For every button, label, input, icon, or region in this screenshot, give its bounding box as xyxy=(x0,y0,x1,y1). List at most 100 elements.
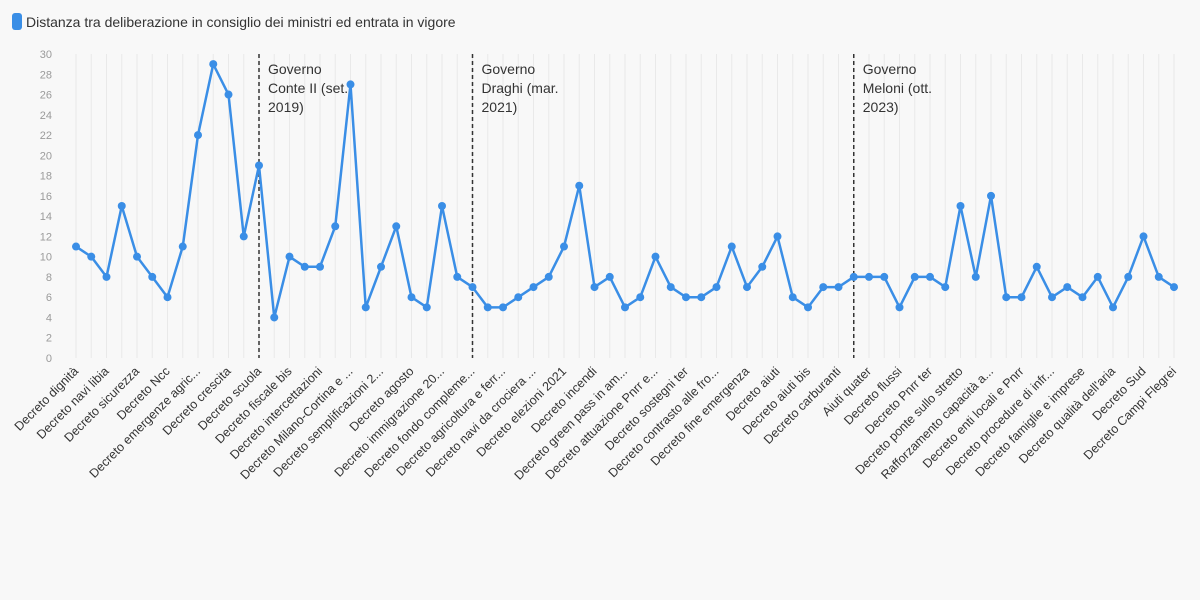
legend-swatch xyxy=(12,13,22,30)
y-tick-label: 8 xyxy=(46,272,52,284)
data-point xyxy=(468,283,477,292)
data-point xyxy=(255,161,263,170)
annotation-label: Governo xyxy=(268,61,322,77)
data-point xyxy=(788,293,797,302)
data-point xyxy=(529,283,538,292)
annotation-label: Meloni (ott. xyxy=(863,80,932,96)
data-point xyxy=(178,242,187,251)
data-point xyxy=(1002,293,1011,302)
data-point xyxy=(880,272,889,281)
y-tick-label: 4 xyxy=(46,312,52,324)
data-point xyxy=(621,303,629,312)
data-point xyxy=(758,262,767,271)
data-point xyxy=(316,262,324,271)
y-tick-label: 22 xyxy=(40,130,52,142)
data-point xyxy=(499,303,507,312)
data-point xyxy=(1017,293,1026,302)
y-tick-label: 14 xyxy=(40,211,52,223)
y-tick-label: 28 xyxy=(40,69,52,81)
data-point xyxy=(773,232,782,241)
data-point xyxy=(575,181,584,190)
data-point xyxy=(1048,293,1056,302)
legend-label: Distanza tra deliberazione in consiglio … xyxy=(26,13,456,30)
annotation-label: 2023) xyxy=(863,99,899,115)
data-point xyxy=(453,272,462,281)
data-point xyxy=(849,272,858,281)
data-point xyxy=(987,191,995,200)
data-point xyxy=(743,283,751,292)
data-point xyxy=(727,242,736,251)
annotation-label: Conte II (set. xyxy=(268,80,348,96)
data-point xyxy=(941,283,950,292)
data-point xyxy=(560,242,568,251)
chart-legend: Distanza tra deliberazione in consiglio … xyxy=(12,13,456,30)
data-point xyxy=(438,202,446,210)
data-point xyxy=(407,293,416,302)
data-point xyxy=(1154,272,1163,281)
data-point xyxy=(72,242,80,251)
data-point xyxy=(544,272,553,281)
annotation-label: Governo xyxy=(863,61,917,77)
data-point xyxy=(804,303,812,312)
data-point xyxy=(651,252,660,261)
data-point xyxy=(87,252,96,261)
data-point xyxy=(102,272,111,281)
data-point xyxy=(605,272,614,281)
data-point xyxy=(834,283,843,292)
data-point xyxy=(239,232,248,241)
data-point xyxy=(194,131,202,140)
y-tick-label: 30 xyxy=(40,49,52,61)
data-point xyxy=(300,262,309,271)
data-point xyxy=(148,272,157,281)
data-point xyxy=(163,293,172,302)
data-point xyxy=(361,303,370,312)
annotation-label: Governo xyxy=(482,61,536,77)
y-tick-label: 26 xyxy=(40,90,52,102)
data-point xyxy=(712,283,721,292)
data-point xyxy=(331,222,340,231)
data-point xyxy=(819,283,828,292)
data-point xyxy=(895,303,904,312)
data-point xyxy=(666,283,675,292)
data-point xyxy=(377,262,385,271)
data-point xyxy=(1109,303,1117,312)
data-point xyxy=(1063,283,1072,292)
y-tick-label: 18 xyxy=(40,171,52,183)
data-point xyxy=(483,303,492,312)
data-point xyxy=(1093,272,1102,281)
data-point xyxy=(117,202,126,210)
y-tick-label: 0 xyxy=(46,353,52,365)
y-tick-label: 2 xyxy=(46,333,52,345)
data-point xyxy=(1170,283,1178,292)
y-tick-label: 10 xyxy=(40,252,52,264)
data-point xyxy=(971,272,980,281)
data-point xyxy=(1124,272,1133,281)
y-tick-label: 16 xyxy=(40,191,52,203)
y-tick-label: 6 xyxy=(46,292,52,304)
data-point xyxy=(1078,293,1087,302)
data-point xyxy=(697,293,706,302)
data-point xyxy=(1032,262,1041,271)
data-point xyxy=(270,313,279,322)
annotation-label: Draghi (mar. xyxy=(482,80,559,96)
data-point xyxy=(682,293,690,302)
annotation-label: 2019) xyxy=(268,99,304,115)
data-point xyxy=(133,252,141,261)
y-tick-label: 24 xyxy=(40,110,52,122)
y-tick-label: 12 xyxy=(40,231,52,243)
data-point xyxy=(346,80,355,89)
data-point xyxy=(926,272,934,281)
data-point xyxy=(285,252,294,261)
data-point xyxy=(209,60,218,69)
data-point xyxy=(956,202,965,210)
data-point xyxy=(910,272,919,281)
data-point xyxy=(1139,232,1148,241)
data-point xyxy=(636,293,645,302)
data-point xyxy=(422,303,431,312)
data-point xyxy=(865,272,873,281)
data-point xyxy=(224,90,233,99)
y-tick-label: 20 xyxy=(40,150,52,162)
data-point xyxy=(590,283,599,292)
annotation-label: 2021) xyxy=(482,99,518,115)
